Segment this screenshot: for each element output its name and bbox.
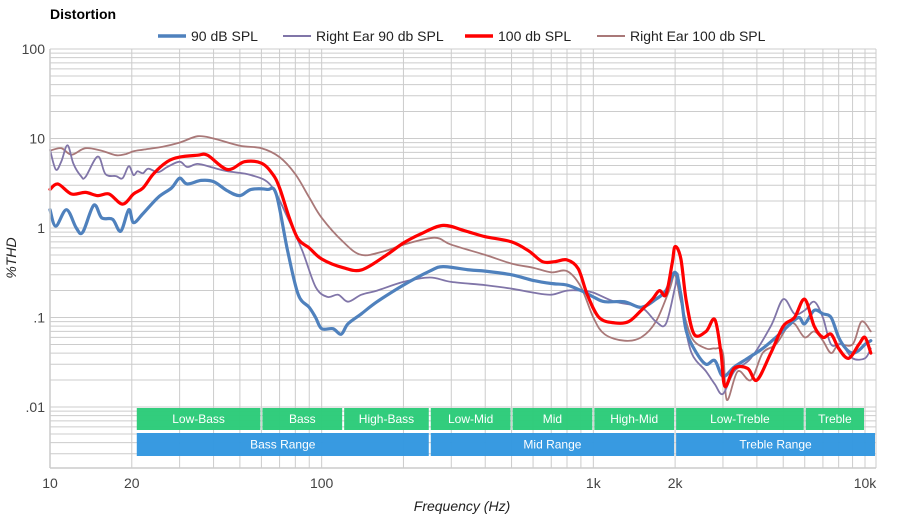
band-label: Bass Range (250, 438, 316, 452)
legend-label: 100 db SPL (498, 28, 571, 44)
band-rect (430, 408, 511, 430)
band-mid-range: Mid Range (430, 433, 675, 456)
frequency-bands: Low-Bass Bass High-Bass Low-Mid Mid High-Mid L… (136, 408, 875, 456)
y-tick-label: .1 (33, 310, 45, 326)
y-tick-label: 1 (37, 220, 45, 236)
legend: 90 dB SPL Right Ear 90 db SPL 100 db SPL Ri… (158, 28, 766, 44)
band-label: Low-Treble (710, 412, 770, 426)
chart-title: Distortion (50, 6, 116, 22)
band-rect (136, 408, 261, 430)
band-high-bass: High-Bass (344, 408, 429, 430)
band-label: Bass (289, 412, 316, 426)
band-label: Treble (818, 412, 852, 426)
y-tick-label: 100 (22, 41, 46, 57)
band-rect (430, 433, 675, 456)
band-rect (262, 408, 343, 430)
band-rect (594, 408, 675, 430)
x-tick-label: 100 (310, 475, 334, 491)
band-low-treble: Low-Treble (676, 408, 804, 430)
legend-label: 90 dB SPL (191, 28, 258, 44)
legend-item: Right Ear 100 db SPL (597, 28, 766, 44)
legend-label: Right Ear 100 db SPL (630, 28, 766, 44)
legend-label: Right Ear 90 db SPL (316, 28, 444, 44)
x-tick-label: 2k (668, 475, 684, 491)
band-label: Mid Range (523, 438, 581, 452)
x-tick-label: 10 (42, 475, 58, 491)
band-low-mid: Low-Mid (430, 408, 511, 430)
series-line-100-db-spl (48, 152, 873, 389)
y-tick-label: 10 (29, 131, 45, 147)
band-label: High-Mid (610, 412, 658, 426)
y-axis-label: %THD (3, 237, 19, 278)
legend-item: Right Ear 90 db SPL (283, 28, 444, 44)
x-tick-label: 20 (124, 475, 140, 491)
x-axis-label: Frequency (Hz) (414, 498, 510, 514)
band-mid: Mid (512, 408, 593, 430)
series-line-right-ear-90-db-spl (49, 144, 872, 396)
band-rect (512, 408, 593, 430)
y-tick-label: .01 (26, 399, 46, 415)
band-rect (676, 408, 804, 430)
series-line-90-db-spl (48, 176, 873, 379)
band-label: Low-Mid (448, 412, 493, 426)
band-treble: Treble (805, 408, 864, 430)
axes: 100 10 1 .1 .01 10 20 100 1k 2k 10k (22, 41, 878, 491)
band-bass-range: Bass Range (136, 433, 429, 456)
band-label: Treble Range (739, 438, 812, 452)
band-bass: Bass (262, 408, 343, 430)
band-high-mid: High-Mid (594, 408, 675, 430)
series-line-right-ear-100-db-spl (49, 135, 872, 401)
legend-item: 100 db SPL (465, 28, 571, 44)
band-rect (136, 433, 429, 456)
band-label: High-Bass (359, 412, 414, 426)
band-treble-range: Treble Range (676, 433, 875, 456)
x-tick-label: 10k (854, 475, 878, 491)
band-low-bass: Low-Bass (136, 408, 261, 430)
grid (49, 48, 877, 468)
band-label: Mid (543, 412, 562, 426)
x-tick-label: 1k (586, 475, 602, 491)
band-rect (805, 408, 864, 430)
series-lines (48, 135, 873, 401)
legend-item: 90 dB SPL (158, 28, 258, 44)
band-rect (344, 408, 429, 430)
band-label: Low-Bass (172, 412, 225, 426)
band-rect (676, 433, 875, 456)
